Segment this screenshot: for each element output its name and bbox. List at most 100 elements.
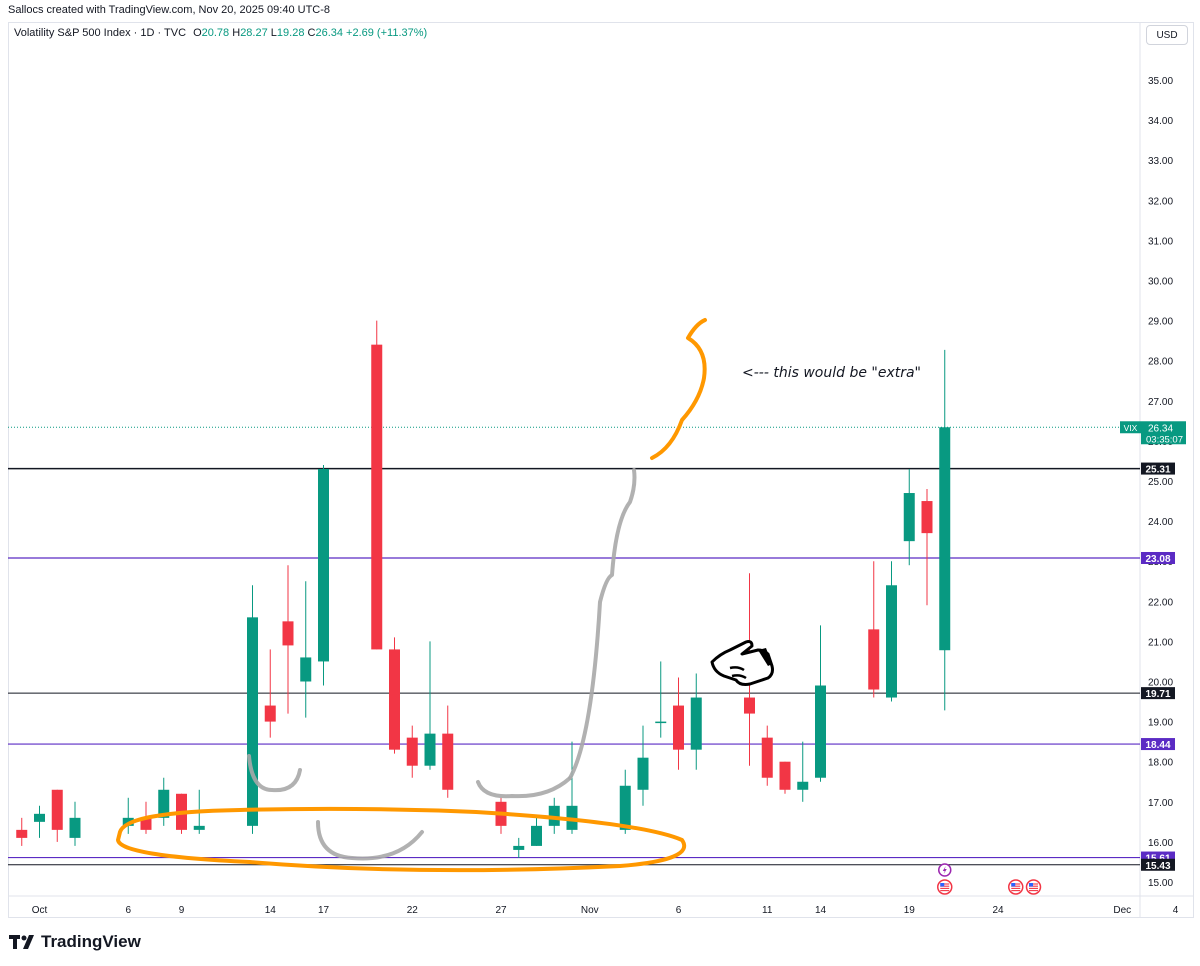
y-tick-label: 20.00 bbox=[1148, 678, 1173, 689]
close-label: C bbox=[307, 27, 316, 39]
candle bbox=[51, 789, 63, 842]
y-tick-label: 28.00 bbox=[1148, 357, 1173, 368]
symbol-tag-bg bbox=[1120, 421, 1141, 434]
candle bbox=[389, 637, 400, 754]
candle bbox=[69, 801, 81, 846]
low-value: 19.28 bbox=[276, 27, 305, 39]
candle-body bbox=[886, 585, 897, 698]
y-tick-label: 25.00 bbox=[1148, 477, 1173, 488]
candle-body bbox=[868, 629, 880, 690]
candle bbox=[921, 489, 933, 606]
candle-body bbox=[389, 649, 400, 750]
x-tick-label: Oct bbox=[32, 905, 48, 916]
candle-body bbox=[282, 621, 294, 646]
price-tag-value: 26.34 bbox=[1148, 423, 1173, 434]
tradingview-logo-icon bbox=[9, 935, 34, 949]
y-tick-label: 19.00 bbox=[1148, 718, 1173, 729]
candle-body bbox=[122, 817, 134, 826]
candle bbox=[815, 625, 826, 782]
y-tick-label: 15.00 bbox=[1148, 878, 1173, 889]
level-label-text: 25.31 bbox=[1145, 465, 1170, 476]
candle-body bbox=[513, 845, 525, 850]
level-label-text: 23.08 bbox=[1145, 554, 1170, 565]
candle bbox=[424, 641, 436, 770]
price-tag-countdown: 03:35:07 bbox=[1146, 434, 1183, 445]
price-tag-bg bbox=[1141, 421, 1186, 445]
candle bbox=[513, 837, 525, 858]
candle bbox=[797, 741, 809, 802]
y-tick-label: 16.00 bbox=[1148, 838, 1173, 849]
candle bbox=[761, 725, 773, 786]
chart-caption: Sallocs created with TradingView.com, No… bbox=[8, 4, 331, 16]
level-label-bg bbox=[1141, 738, 1175, 751]
earnings-marker-icon bbox=[938, 863, 952, 877]
x-tick-label: Dec bbox=[1113, 905, 1131, 916]
pointing-hand-icon bbox=[710, 640, 774, 686]
candle-body bbox=[193, 825, 205, 830]
x-tick-label: 14 bbox=[815, 905, 827, 916]
candle bbox=[158, 777, 170, 826]
orange-ellipse-annotation bbox=[116, 806, 686, 873]
candle-body bbox=[158, 789, 170, 818]
annotation-text: <--- this would be "extra" bbox=[742, 365, 921, 381]
candle bbox=[619, 769, 631, 834]
candle bbox=[779, 761, 791, 794]
candle bbox=[122, 797, 134, 834]
flag-canton bbox=[1011, 883, 1016, 887]
open-value: 20.78 bbox=[201, 27, 230, 39]
candle bbox=[406, 725, 418, 778]
symbol-name: Volatility S&P 500 Index · 1D · TVC bbox=[14, 27, 187, 39]
candle bbox=[939, 349, 951, 711]
x-tick-label: 24 bbox=[992, 905, 1004, 916]
candle-body bbox=[637, 757, 649, 790]
candle-body bbox=[797, 781, 809, 790]
candle-body bbox=[140, 817, 152, 830]
candle-body bbox=[815, 685, 826, 778]
tradingview-logo[interactable]: TradingView bbox=[9, 932, 141, 952]
candle-body bbox=[531, 825, 542, 846]
y-tick-label: 18.00 bbox=[1148, 758, 1173, 769]
level-price-label: 19.71 bbox=[1141, 687, 1175, 700]
orange-curve-annotation bbox=[650, 318, 707, 460]
gray-drawn-path bbox=[316, 820, 424, 861]
y-tick-label: 17.00 bbox=[1148, 798, 1173, 809]
level-price-label: 23.08 bbox=[1141, 551, 1175, 565]
close-value: 26.34 bbox=[315, 27, 343, 39]
level-label-bg bbox=[1141, 551, 1175, 564]
gray-drawn-path bbox=[568, 468, 637, 780]
candle bbox=[655, 661, 667, 738]
open-label: O bbox=[193, 27, 202, 39]
candle-body bbox=[921, 501, 933, 534]
candle bbox=[886, 561, 897, 702]
flag-circle bbox=[1025, 879, 1042, 895]
x-tick-label: 6 bbox=[125, 905, 131, 916]
candle-body bbox=[939, 427, 951, 651]
y-tick-label: 35.00 bbox=[1148, 76, 1173, 87]
candle bbox=[16, 817, 28, 846]
chart-frame bbox=[8, 22, 1194, 918]
y-tick-label: 32.00 bbox=[1148, 196, 1173, 207]
brand-name: TradingView bbox=[41, 932, 141, 951]
currency-button[interactable]: USD bbox=[1146, 25, 1188, 45]
x-tick-label: 4 bbox=[1173, 905, 1179, 916]
candle-body bbox=[69, 817, 81, 838]
y-tick-label: 31.00 bbox=[1148, 236, 1173, 247]
x-tick-label: 27 bbox=[495, 905, 507, 916]
candle bbox=[300, 581, 312, 718]
candle bbox=[531, 817, 542, 846]
candle-body bbox=[690, 697, 702, 750]
candle bbox=[247, 585, 258, 834]
candle-body bbox=[247, 617, 258, 826]
y-tick-label: 34.00 bbox=[1148, 116, 1173, 127]
x-tick-label: 9 bbox=[179, 905, 185, 916]
candle-body bbox=[655, 721, 667, 724]
candle-body bbox=[318, 468, 329, 662]
candle-body bbox=[371, 344, 383, 650]
earnings-bolt bbox=[942, 866, 947, 874]
high-value: 28.27 bbox=[240, 27, 268, 39]
y-tick-label: 22.00 bbox=[1148, 597, 1173, 608]
us-flag-event-icon bbox=[1025, 879, 1042, 895]
high-label: H bbox=[232, 27, 241, 39]
